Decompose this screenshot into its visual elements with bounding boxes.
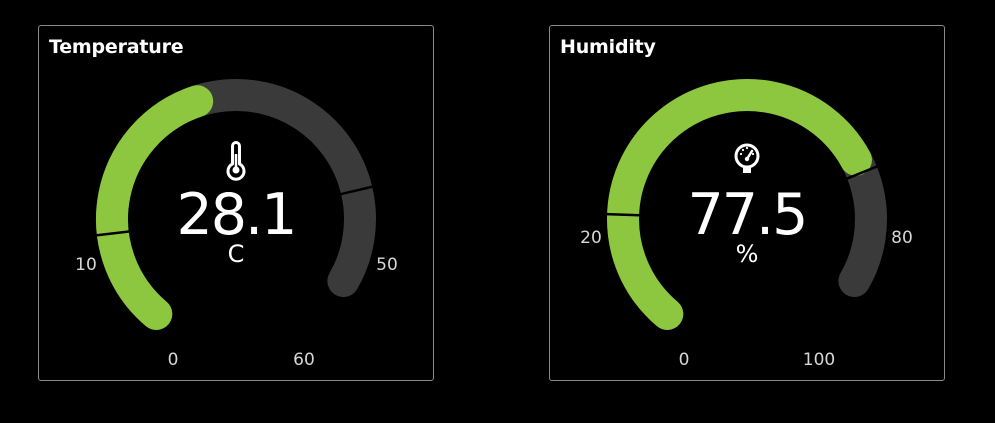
card-title: Temperature: [49, 36, 184, 58]
temperature-card: 28.1 C 0 60 10 50 Temperature: [38, 25, 434, 381]
gauge-threshold-marker-low: [606, 212, 641, 217]
temperature-value: 28.1: [177, 182, 296, 248]
gauge-low-threshold-label: 10: [75, 255, 97, 275]
gauge-low-threshold-label: 20: [580, 228, 602, 248]
card-title: Humidity: [560, 36, 656, 58]
gauge-icon: [734, 143, 760, 173]
temperature-unit: C: [228, 240, 245, 268]
gauge-max-label: 60: [293, 350, 315, 370]
humidity-value: 77.5: [688, 182, 807, 248]
gauge-max-label: 100: [803, 350, 835, 370]
gauge-min-label: 0: [679, 350, 690, 370]
gauge-fill: [607, 79, 872, 330]
gauge-high-threshold-label: 80: [891, 228, 913, 248]
thermometer-icon: [226, 141, 246, 181]
gauge-threshold-marker-high: [339, 185, 374, 196]
humidity-unit: %: [736, 240, 759, 268]
humidity-card: 77.5 % 0 100 20 80 Humidity: [549, 25, 945, 381]
gauge-threshold-marker-high: [845, 165, 879, 181]
gauge-high-threshold-label: 50: [376, 255, 398, 275]
gauge-min-label: 0: [168, 350, 179, 370]
gauge-fill: [96, 85, 214, 330]
gauge-threshold-marker-low: [95, 230, 130, 237]
humidity-gauge: 77.5 % 0 100 20 80: [580, 79, 913, 370]
temperature-gauge: 28.1 C 0 60 10 50: [75, 79, 398, 370]
